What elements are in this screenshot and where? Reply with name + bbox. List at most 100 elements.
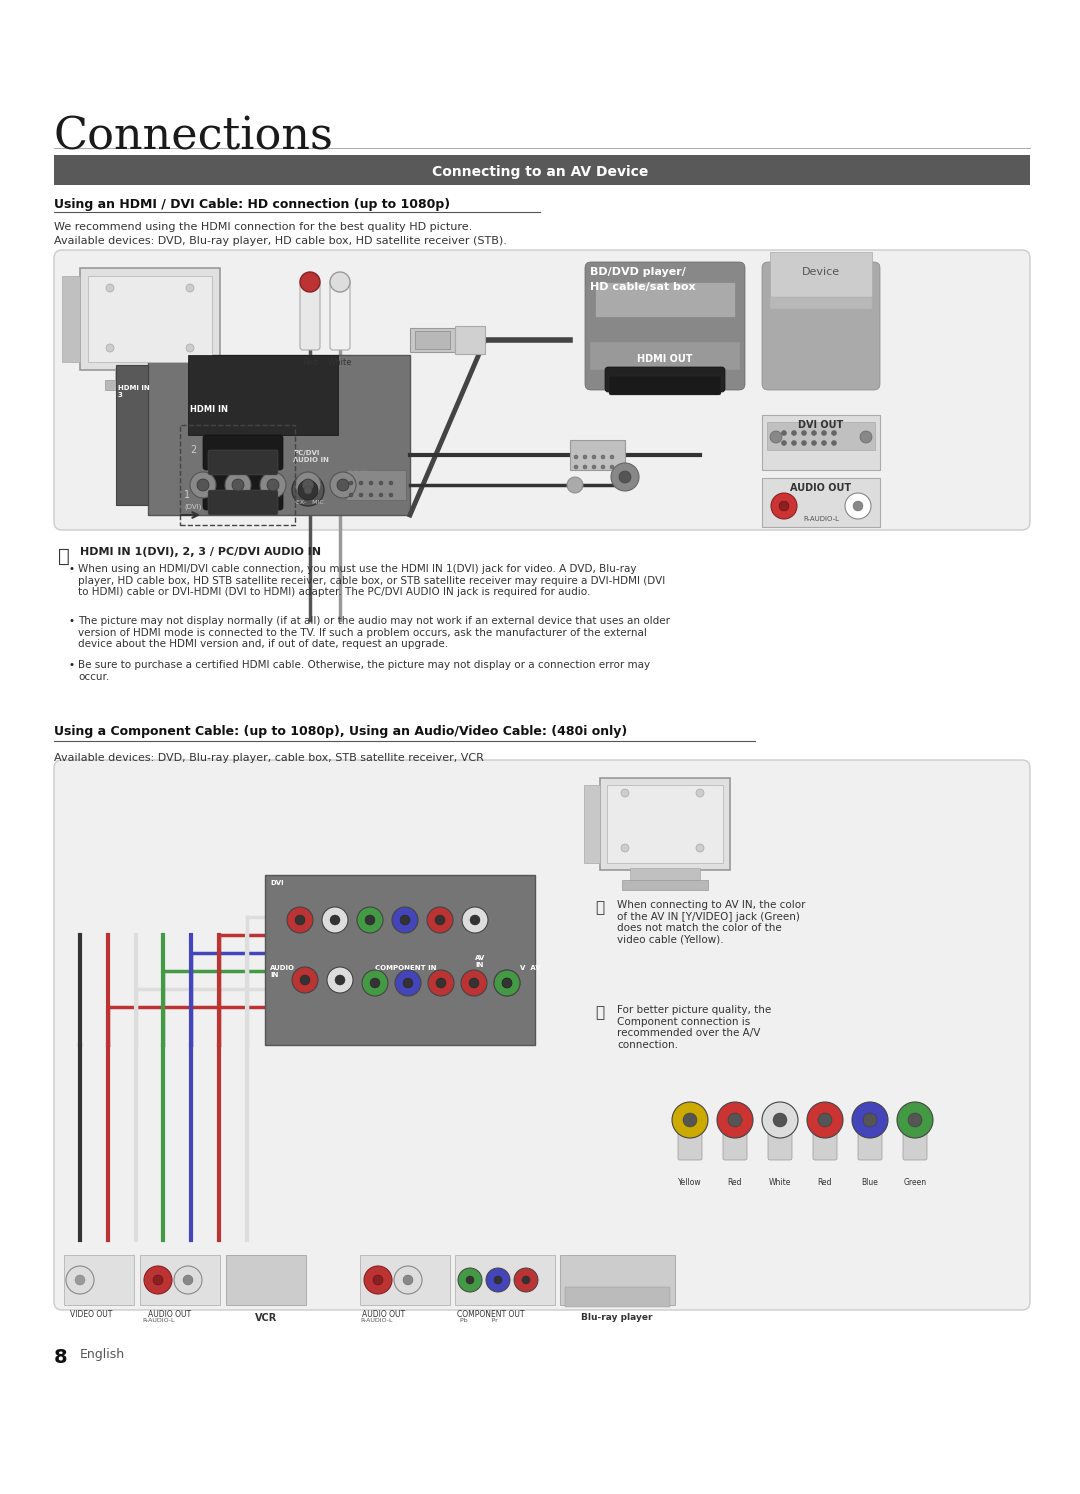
Text: AUDIO OUT: AUDIO OUT bbox=[148, 1310, 191, 1319]
Text: (DVI): (DVI) bbox=[184, 503, 201, 509]
Circle shape bbox=[832, 441, 837, 445]
FancyBboxPatch shape bbox=[903, 1120, 927, 1159]
Circle shape bbox=[303, 486, 312, 495]
Circle shape bbox=[394, 1265, 422, 1294]
Bar bbox=[600, 778, 730, 870]
Circle shape bbox=[106, 284, 114, 291]
Bar bbox=[622, 880, 708, 890]
Text: White: White bbox=[769, 1177, 792, 1188]
Circle shape bbox=[762, 1103, 798, 1138]
Circle shape bbox=[369, 493, 373, 498]
Bar bbox=[565, 1286, 670, 1307]
Text: PC IN: PC IN bbox=[348, 471, 369, 477]
Circle shape bbox=[295, 914, 305, 925]
Circle shape bbox=[502, 979, 512, 988]
Circle shape bbox=[330, 914, 340, 925]
Text: •: • bbox=[68, 616, 75, 626]
Text: HDMI IN
3: HDMI IN 3 bbox=[118, 385, 150, 397]
Circle shape bbox=[292, 967, 318, 994]
Circle shape bbox=[852, 1103, 888, 1138]
FancyBboxPatch shape bbox=[300, 279, 320, 350]
Circle shape bbox=[771, 493, 797, 518]
Circle shape bbox=[364, 1265, 392, 1294]
Circle shape bbox=[860, 430, 872, 444]
Circle shape bbox=[461, 970, 487, 996]
Text: EX-   MIC: EX- MIC bbox=[296, 500, 324, 505]
Circle shape bbox=[610, 456, 615, 459]
FancyBboxPatch shape bbox=[330, 279, 350, 350]
Text: The picture may not display normally (if at all) or the audio may not work if an: The picture may not display normally (if… bbox=[78, 616, 670, 650]
Circle shape bbox=[359, 493, 363, 498]
Bar bbox=[360, 1255, 450, 1304]
Text: Green: Green bbox=[904, 1177, 927, 1188]
Circle shape bbox=[327, 967, 353, 994]
Bar bbox=[770, 297, 872, 309]
FancyBboxPatch shape bbox=[208, 450, 278, 475]
Circle shape bbox=[717, 1103, 753, 1138]
FancyBboxPatch shape bbox=[813, 1120, 837, 1159]
Circle shape bbox=[773, 1113, 787, 1126]
Circle shape bbox=[373, 1274, 383, 1285]
Circle shape bbox=[611, 463, 639, 492]
Circle shape bbox=[337, 480, 349, 492]
Circle shape bbox=[330, 472, 356, 498]
Circle shape bbox=[300, 272, 320, 291]
Bar bbox=[767, 421, 875, 450]
Circle shape bbox=[619, 471, 631, 483]
Circle shape bbox=[458, 1268, 482, 1292]
Text: Be sure to purchase a certified HDMI cable. Otherwise, the picture may not displ: Be sure to purchase a certified HDMI cab… bbox=[78, 660, 650, 681]
FancyBboxPatch shape bbox=[605, 368, 725, 391]
Bar bbox=[570, 441, 625, 471]
Circle shape bbox=[295, 472, 321, 498]
Circle shape bbox=[465, 1276, 474, 1283]
Text: Using an HDMI / DVI Cable: HD connection (up to 1080p): Using an HDMI / DVI Cable: HD connection… bbox=[54, 199, 450, 211]
Text: AUDIO
IN: AUDIO IN bbox=[270, 965, 295, 979]
Circle shape bbox=[379, 481, 383, 486]
Text: Red: Red bbox=[728, 1177, 742, 1188]
FancyBboxPatch shape bbox=[858, 1120, 882, 1159]
Circle shape bbox=[573, 456, 578, 459]
Text: VCR: VCR bbox=[255, 1313, 278, 1324]
Circle shape bbox=[811, 441, 816, 445]
Bar bbox=[116, 365, 148, 505]
Text: R-AUDIO-L: R-AUDIO-L bbox=[360, 1318, 392, 1324]
Circle shape bbox=[863, 1113, 877, 1126]
Text: R-AUDIO-L: R-AUDIO-L bbox=[804, 515, 839, 521]
Text: English: English bbox=[80, 1348, 125, 1361]
Text: R-AUDIO-L: R-AUDIO-L bbox=[141, 1318, 175, 1324]
Bar bbox=[346, 471, 406, 500]
Circle shape bbox=[335, 976, 345, 985]
Bar bbox=[180, 424, 295, 524]
Text: AUDIO OUT: AUDIO OUT bbox=[791, 483, 851, 493]
Circle shape bbox=[144, 1265, 172, 1294]
Bar bbox=[148, 356, 410, 515]
Circle shape bbox=[567, 477, 583, 493]
Circle shape bbox=[300, 976, 310, 985]
Circle shape bbox=[822, 441, 826, 445]
Circle shape bbox=[853, 500, 863, 511]
Circle shape bbox=[486, 1268, 510, 1292]
Circle shape bbox=[153, 1274, 163, 1285]
Circle shape bbox=[389, 493, 393, 498]
Bar bbox=[140, 1255, 220, 1304]
Text: •: • bbox=[68, 565, 75, 574]
Circle shape bbox=[621, 789, 629, 796]
FancyBboxPatch shape bbox=[678, 1120, 702, 1159]
Bar bbox=[455, 326, 485, 354]
Circle shape bbox=[183, 1274, 193, 1285]
Bar bbox=[87, 276, 212, 362]
Text: DVI: DVI bbox=[270, 880, 284, 886]
Circle shape bbox=[818, 1113, 832, 1126]
Circle shape bbox=[436, 979, 446, 988]
Circle shape bbox=[174, 1265, 202, 1294]
Bar bbox=[607, 784, 723, 864]
Text: Red: Red bbox=[818, 1177, 833, 1188]
Circle shape bbox=[672, 1103, 708, 1138]
Circle shape bbox=[469, 979, 480, 988]
FancyBboxPatch shape bbox=[203, 435, 283, 471]
Bar bbox=[415, 332, 450, 350]
Bar bbox=[54, 155, 1030, 185]
Text: Pb            Pr: Pb Pr bbox=[460, 1318, 498, 1324]
Circle shape bbox=[696, 844, 704, 852]
Text: HDMI OUT: HDMI OUT bbox=[637, 354, 692, 365]
